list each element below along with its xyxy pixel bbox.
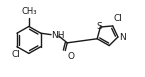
Text: NH: NH [51, 31, 65, 40]
Text: CH₃: CH₃ [21, 7, 37, 16]
Text: N: N [119, 33, 126, 42]
Text: Cl: Cl [12, 50, 20, 59]
Text: S: S [97, 22, 102, 31]
Text: O: O [67, 53, 74, 61]
Text: Cl: Cl [114, 14, 123, 23]
